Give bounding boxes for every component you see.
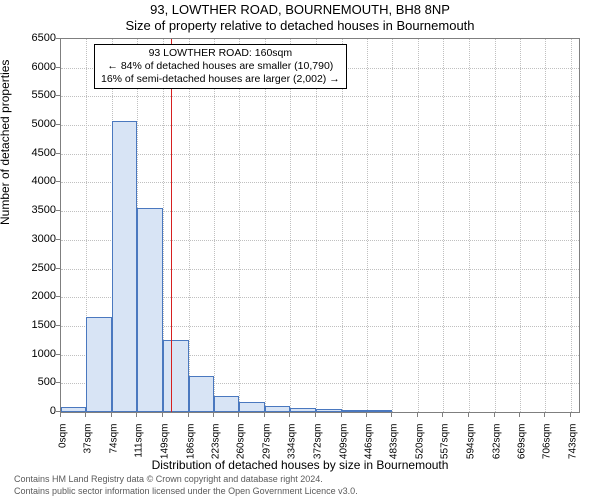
y-tick-mark [56, 268, 60, 269]
histogram-bar [189, 376, 214, 412]
x-tick-mark [544, 413, 545, 417]
y-tick-mark [56, 239, 60, 240]
footer-licence: Contains public sector information licen… [14, 486, 358, 496]
gridline-h [61, 96, 579, 97]
gridline-v [495, 39, 496, 412]
y-tick-label: 5000 [6, 118, 56, 130]
y-tick-mark [56, 181, 60, 182]
y-tick-mark [56, 38, 60, 39]
y-tick-mark [56, 153, 60, 154]
gridline-v [571, 39, 572, 412]
y-tick-mark [56, 354, 60, 355]
y-tick-mark [56, 95, 60, 96]
y-tick-label: 4000 [6, 175, 56, 187]
gridline-v [239, 39, 240, 412]
annotation-line-1: 93 LOWTHER ROAD: 160sqm [101, 47, 340, 60]
footer-copyright: Contains HM Land Registry data © Crown c… [14, 474, 323, 484]
histogram-bar [61, 407, 86, 412]
gridline-v [367, 39, 368, 412]
y-tick-label: 6000 [6, 61, 56, 73]
y-tick-label: 4500 [6, 147, 56, 159]
y-tick-mark [56, 382, 60, 383]
x-tick-mark [366, 413, 367, 417]
x-axis-label: Distribution of detached houses by size … [0, 458, 600, 472]
x-tick-mark [85, 413, 86, 417]
y-tick-label: 2500 [6, 262, 56, 274]
histogram-bar [265, 406, 290, 412]
histogram-bar [290, 408, 316, 412]
x-tick-mark [60, 413, 61, 417]
gridline-v [418, 39, 419, 412]
x-tick-mark [264, 413, 265, 417]
annotation-box: 93 LOWTHER ROAD: 160sqm ← 84% of detache… [94, 44, 347, 89]
y-tick-mark [56, 325, 60, 326]
x-tick-mark [111, 413, 112, 417]
property-size-histogram: 93, LOWTHER ROAD, BOURNEMOUTH, BH8 8NP S… [0, 0, 600, 500]
y-tick-label: 1000 [6, 348, 56, 360]
y-tick-mark [56, 296, 60, 297]
reference-line [171, 39, 172, 412]
y-tick-label: 2000 [6, 290, 56, 302]
gridline-v [290, 39, 291, 412]
histogram-bar [342, 410, 367, 412]
x-tick-mark [188, 413, 189, 417]
x-tick-mark [162, 413, 163, 417]
gridline-v [443, 39, 444, 412]
x-tick-mark [213, 413, 214, 417]
plot-area [60, 38, 580, 413]
histogram-bar [86, 317, 111, 412]
y-tick-label: 3500 [6, 204, 56, 216]
y-tick-label: 5500 [6, 89, 56, 101]
y-tick-label: 6500 [6, 32, 56, 44]
gridline-v [520, 39, 521, 412]
y-tick-label: 0 [6, 405, 56, 417]
x-tick-mark [391, 413, 392, 417]
gridline-v [342, 39, 343, 412]
gridline-v [189, 39, 190, 412]
histogram-bar [214, 396, 239, 412]
gridline-h [61, 154, 579, 155]
gridline-v [469, 39, 470, 412]
gridline-v [265, 39, 266, 412]
chart-title: 93, LOWTHER ROAD, BOURNEMOUTH, BH8 8NP [0, 2, 600, 17]
y-tick-mark [56, 411, 60, 412]
chart-subtitle: Size of property relative to detached ho… [0, 18, 600, 33]
y-axis-label: Number of detached properties [0, 60, 12, 225]
histogram-bar [316, 409, 341, 412]
x-tick-mark [417, 413, 418, 417]
gridline-h [61, 182, 579, 183]
annotation-line-3: 16% of semi-detached houses are larger (… [101, 73, 340, 86]
histogram-bar [163, 340, 188, 412]
x-tick-mark [494, 413, 495, 417]
x-tick-mark [315, 413, 316, 417]
x-tick-mark [468, 413, 469, 417]
x-tick-mark [238, 413, 239, 417]
y-tick-mark [56, 124, 60, 125]
x-tick-mark [136, 413, 137, 417]
x-tick-mark [442, 413, 443, 417]
gridline-v [392, 39, 393, 412]
histogram-bar [137, 208, 163, 412]
y-tick-label: 1500 [6, 319, 56, 331]
histogram-bar [239, 402, 264, 412]
annotation-line-2: ← 84% of detached houses are smaller (10… [101, 60, 340, 73]
y-tick-label: 3000 [6, 233, 56, 245]
gridline-v [214, 39, 215, 412]
gridline-v [545, 39, 546, 412]
y-tick-label: 500 [6, 376, 56, 388]
histogram-bar [367, 410, 392, 412]
y-tick-mark [56, 210, 60, 211]
gridline-v [316, 39, 317, 412]
x-tick-mark [519, 413, 520, 417]
x-tick-mark [570, 413, 571, 417]
y-tick-mark [56, 67, 60, 68]
gridline-h [61, 125, 579, 126]
histogram-bar [112, 121, 137, 413]
x-tick-mark [289, 413, 290, 417]
x-tick-mark [341, 413, 342, 417]
